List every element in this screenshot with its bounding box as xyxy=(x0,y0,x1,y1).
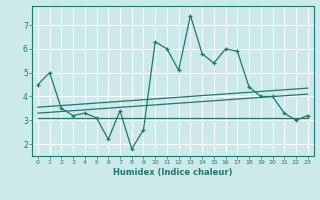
X-axis label: Humidex (Indice chaleur): Humidex (Indice chaleur) xyxy=(113,168,233,177)
